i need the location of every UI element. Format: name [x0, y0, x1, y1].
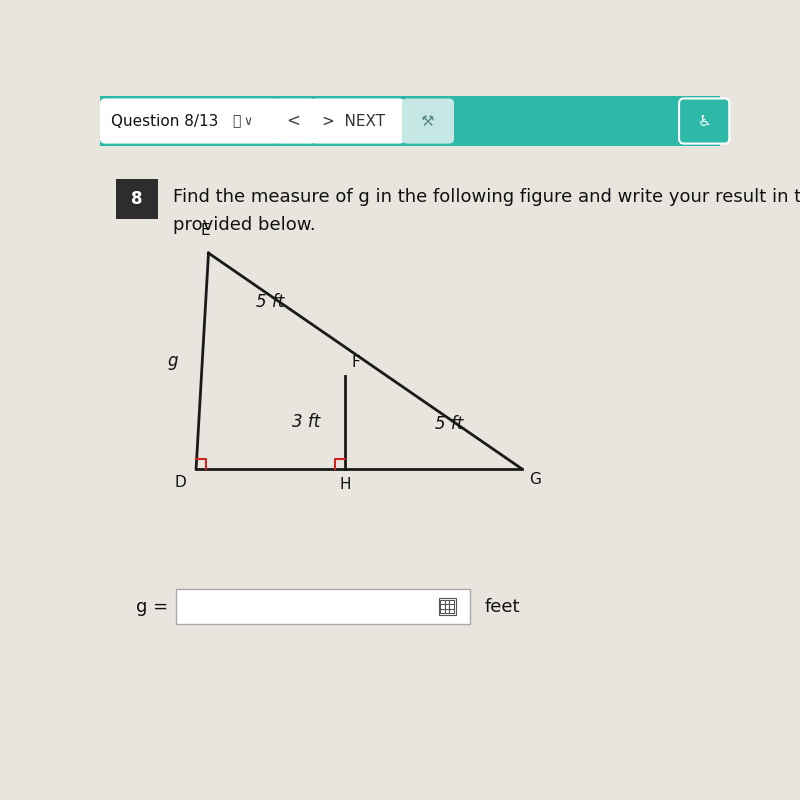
Text: E: E — [201, 223, 210, 238]
Text: g: g — [168, 352, 178, 370]
Text: >  NEXT: > NEXT — [322, 114, 385, 129]
Text: 5 ft: 5 ft — [435, 414, 463, 433]
Text: Find the measure of g in the following figure and write your result in the empty: Find the measure of g in the following f… — [173, 188, 800, 206]
FancyBboxPatch shape — [310, 98, 405, 143]
Text: D: D — [174, 475, 186, 490]
FancyBboxPatch shape — [679, 98, 730, 143]
Text: ⚒: ⚒ — [421, 114, 434, 129]
Text: provided below.: provided below. — [173, 216, 316, 234]
FancyBboxPatch shape — [402, 98, 454, 143]
FancyBboxPatch shape — [176, 590, 470, 624]
FancyBboxPatch shape — [115, 179, 158, 218]
Text: Question 8/13: Question 8/13 — [111, 114, 218, 129]
Text: 3 ft: 3 ft — [292, 414, 320, 431]
Text: ⓘ: ⓘ — [232, 114, 241, 128]
FancyBboxPatch shape — [100, 98, 278, 143]
FancyBboxPatch shape — [100, 96, 720, 146]
Text: F: F — [351, 355, 360, 370]
Text: <: < — [286, 112, 301, 130]
Text: feet: feet — [485, 598, 520, 616]
Text: H: H — [339, 478, 350, 492]
Text: G: G — [529, 472, 541, 487]
Text: g =: g = — [136, 598, 168, 616]
Text: ∨: ∨ — [244, 114, 253, 127]
FancyBboxPatch shape — [272, 98, 316, 143]
Text: 8: 8 — [131, 190, 142, 208]
Text: ♿: ♿ — [698, 114, 711, 129]
Text: 5 ft: 5 ft — [256, 294, 285, 311]
